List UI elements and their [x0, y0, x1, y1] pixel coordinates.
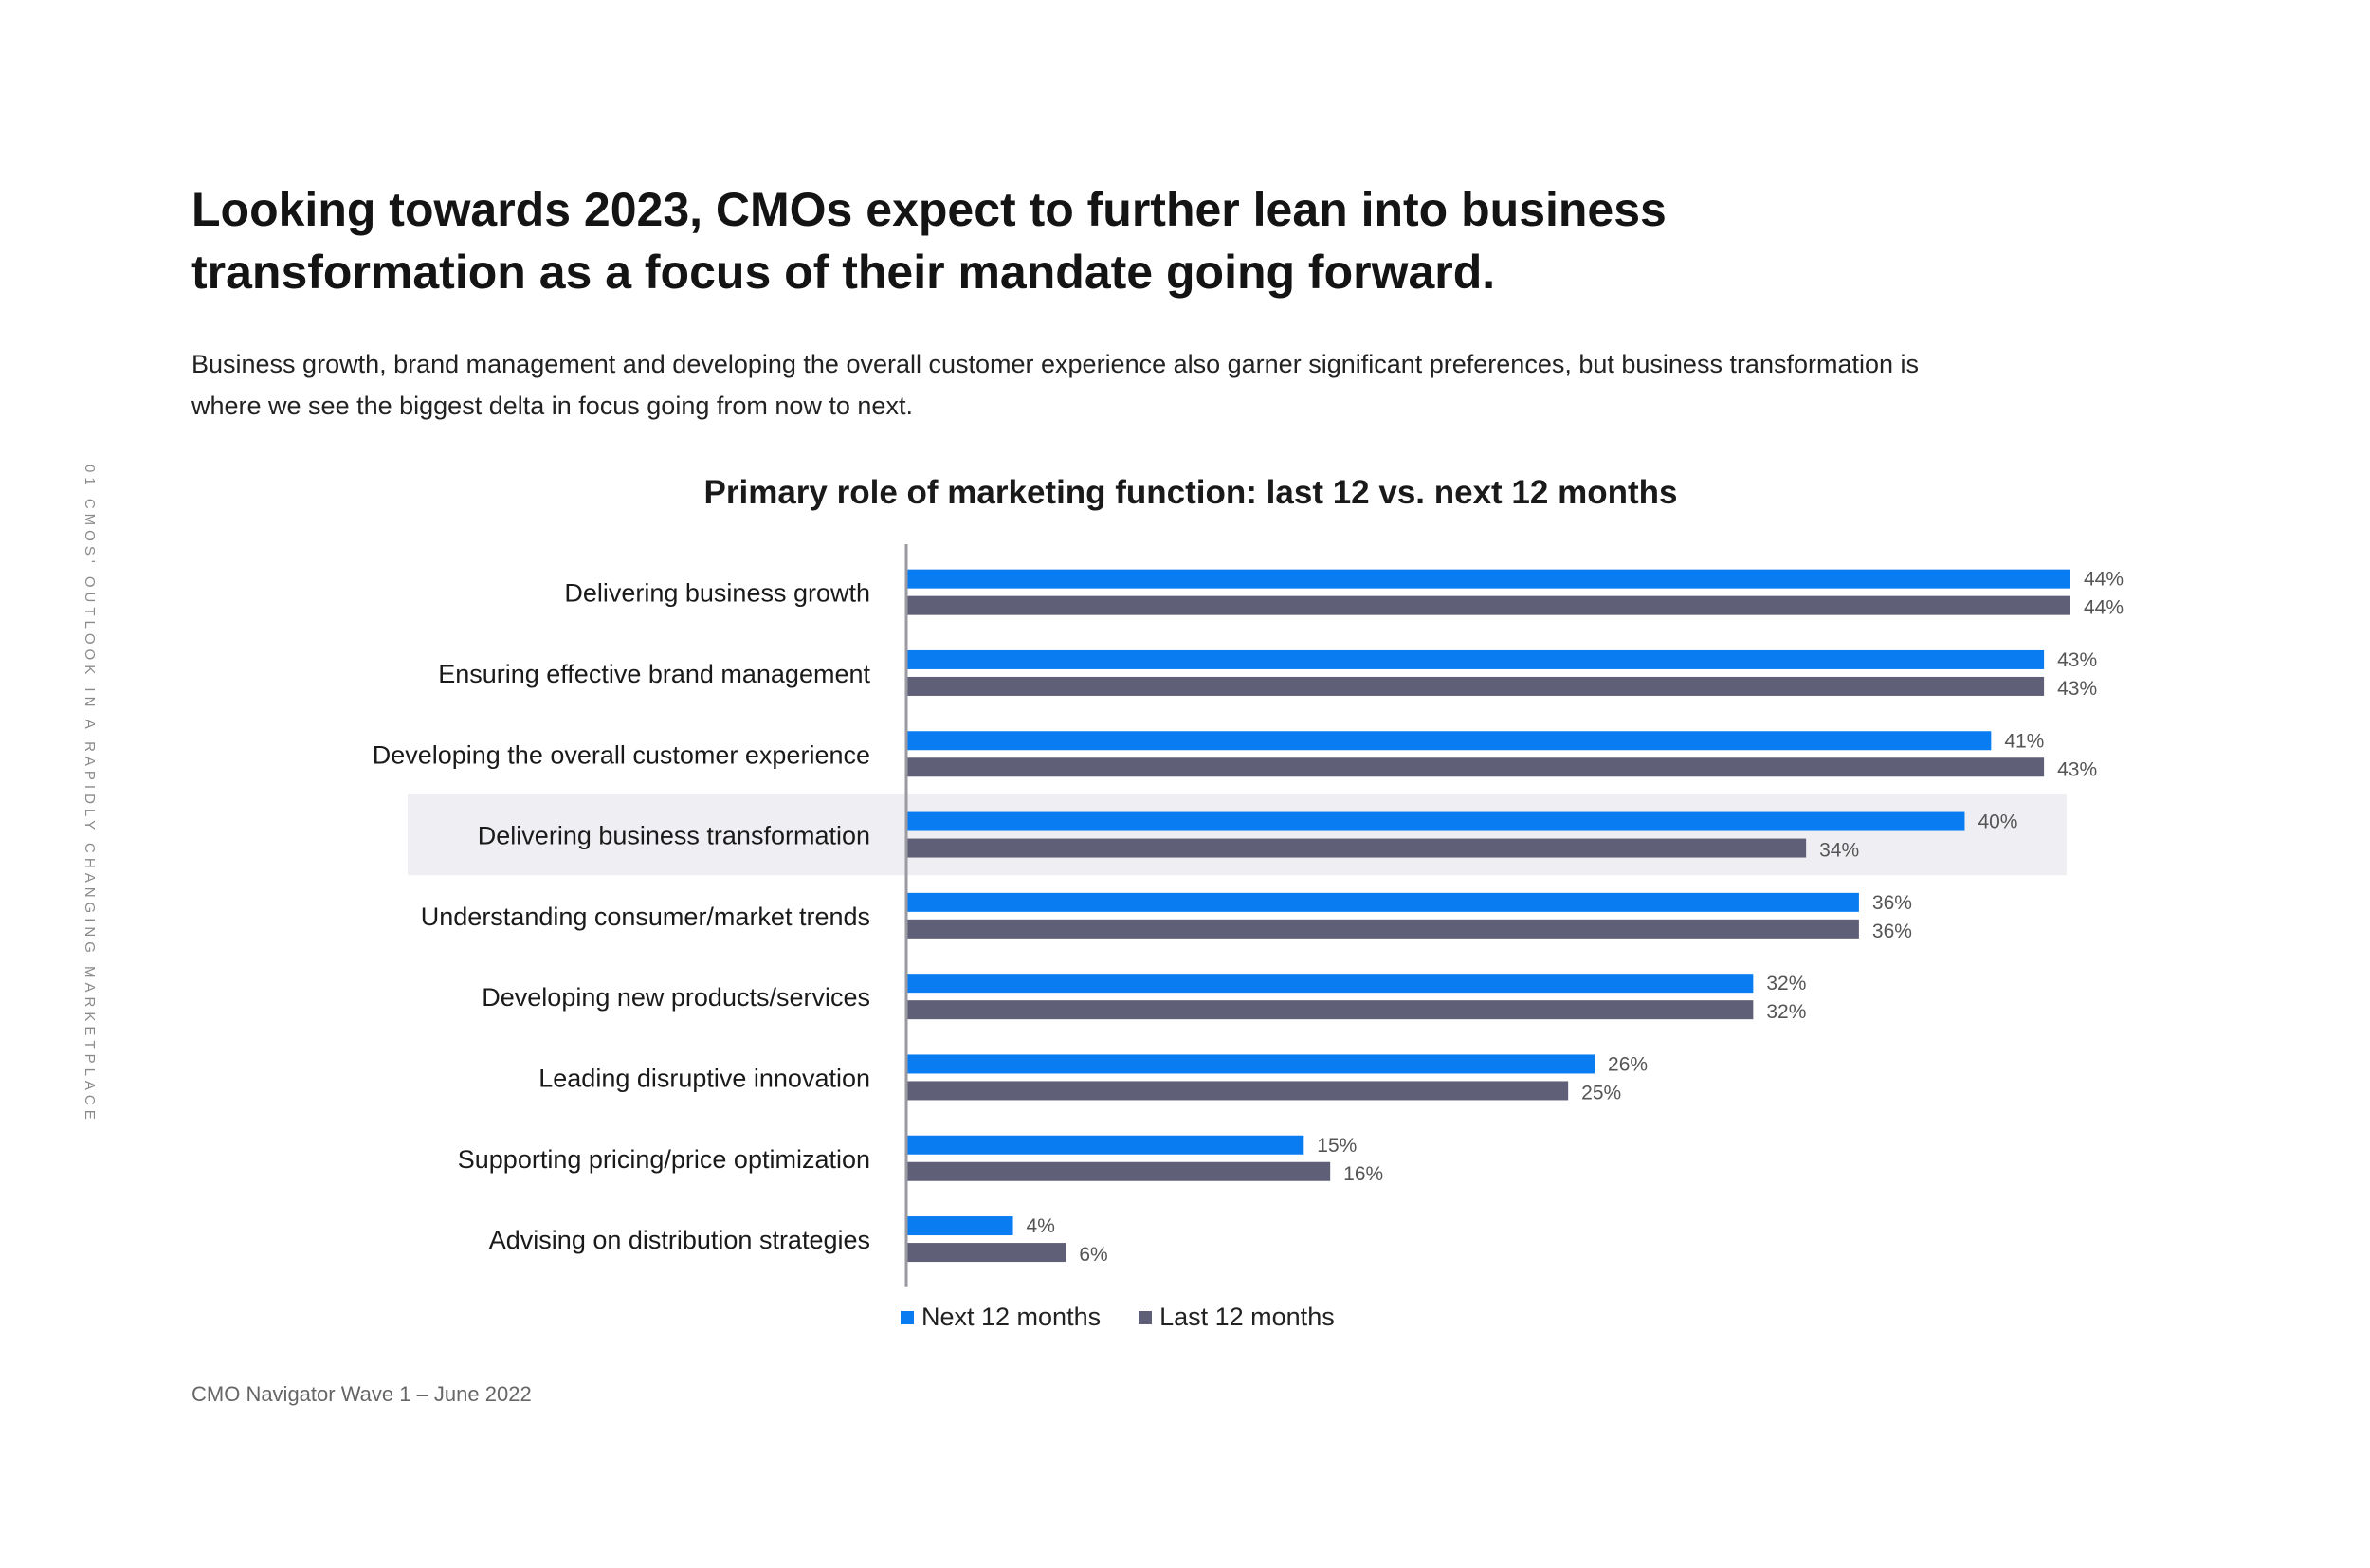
- data-label-next: 32%: [1766, 973, 1806, 994]
- bar-last-12-months: [907, 1243, 1066, 1263]
- bar-next-12-months: [907, 1054, 1595, 1074]
- data-label-next: 26%: [1608, 1053, 1648, 1075]
- page-subtitle: Business growth, brand management and de…: [191, 343, 2230, 427]
- chart-title: Primary role of marketing function: last…: [703, 474, 1678, 511]
- bar-last-12-months: [907, 919, 1859, 939]
- bar-next-12-months: [907, 649, 2045, 669]
- legend-label-next: Next 12 months: [921, 1303, 1102, 1331]
- category-label: Ensuring effective brand management: [438, 660, 870, 688]
- subtitle-line-2: where we see the biggest delta in focus …: [191, 392, 913, 420]
- bar-next-12-months: [907, 974, 1754, 994]
- data-label-next: 36%: [1872, 892, 1912, 914]
- bar-last-12-months: [907, 676, 2045, 696]
- data-label-next: 41%: [2004, 730, 2044, 752]
- data-label-last: 36%: [1872, 921, 1912, 942]
- data-label-next: 40%: [1978, 811, 2017, 833]
- category-label: Developing the overall customer experien…: [373, 740, 870, 769]
- data-label-last: 44%: [2084, 597, 2124, 619]
- data-label-last: 43%: [2057, 758, 2097, 780]
- data-label-last: 34%: [1819, 840, 1859, 862]
- category-label: Delivering business transformation: [478, 822, 870, 850]
- category-label: Delivering business growth: [564, 579, 870, 608]
- subtitle-line-1: Business growth, brand management and de…: [191, 350, 1920, 378]
- legend-label-last: Last 12 months: [1159, 1303, 1335, 1331]
- data-label-last: 32%: [1766, 1001, 1806, 1023]
- bar-last-12-months: [907, 1081, 1569, 1101]
- data-label-next: 43%: [2057, 649, 2097, 671]
- category-label: Understanding consumer/market trends: [421, 903, 870, 931]
- bar-next-12-months: [907, 569, 2070, 589]
- category-label: Developing new products/services: [482, 983, 870, 1012]
- data-label-last: 16%: [1343, 1163, 1383, 1185]
- category-label: Leading disruptive innovation: [538, 1064, 870, 1092]
- bar-next-12-months: [907, 1216, 1013, 1236]
- bar-next-12-months: [907, 892, 1859, 912]
- legend-swatch-next: [901, 1310, 914, 1324]
- bar-next-12-months: [907, 811, 1965, 831]
- data-label-next: 44%: [2084, 569, 2124, 591]
- page-headline: Looking towards 2023, CMOs expect to fur…: [191, 178, 1803, 303]
- data-label-last: 43%: [2057, 678, 2097, 700]
- bar-next-12-months: [907, 1135, 1304, 1155]
- bar-last-12-months: [907, 838, 1807, 858]
- bar-last-12-months: [907, 1000, 1754, 1020]
- legend-swatch-last: [1139, 1310, 1153, 1324]
- headline-line-2: transformation as a focus of their manda…: [191, 246, 1496, 299]
- legend-item-last: Last 12 months: [1139, 1303, 1335, 1332]
- category-label: Advising on distribution strategies: [489, 1226, 870, 1254]
- category-label: Supporting pricing/price optimization: [458, 1145, 870, 1174]
- bar-next-12-months: [907, 731, 1992, 751]
- data-label-last: 25%: [1581, 1082, 1621, 1103]
- legend-item-next: Next 12 months: [901, 1303, 1101, 1332]
- bar-last-12-months: [907, 595, 2070, 615]
- data-label-next: 15%: [1317, 1135, 1357, 1157]
- data-label-next: 4%: [1027, 1215, 1055, 1237]
- headline-line-1: Looking towards 2023, CMOs expect to fur…: [191, 183, 1667, 236]
- highlight-band: [408, 793, 2067, 876]
- bar-last-12-months: [907, 1161, 1331, 1181]
- bar-last-12-months: [907, 757, 2045, 777]
- footer-source: CMO Navigator Wave 1 – June 2022: [191, 1382, 532, 1406]
- chart-legend: Next 12 months Last 12 months: [901, 1303, 1335, 1332]
- data-label-last: 6%: [1079, 1244, 1107, 1266]
